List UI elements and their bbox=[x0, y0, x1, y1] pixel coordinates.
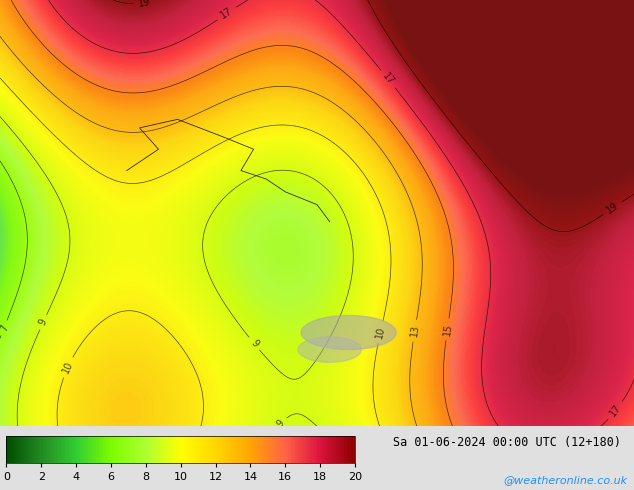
Ellipse shape bbox=[298, 337, 361, 363]
Text: Temperature 2m Spread mean+σ [°C] ECMWF: Temperature 2m Spread mean+σ [°C] ECMWF bbox=[6, 436, 284, 449]
Text: 17: 17 bbox=[219, 6, 235, 21]
Ellipse shape bbox=[301, 316, 396, 349]
Text: @weatheronline.co.uk: @weatheronline.co.uk bbox=[503, 475, 628, 485]
Text: 9: 9 bbox=[37, 318, 49, 327]
Text: Sa 01-06-2024 00:00 UTC (12+180): Sa 01-06-2024 00:00 UTC (12+180) bbox=[393, 436, 621, 449]
Text: 10: 10 bbox=[61, 360, 75, 375]
Text: 15: 15 bbox=[441, 322, 453, 336]
Text: 19: 19 bbox=[605, 200, 621, 216]
Text: 7: 7 bbox=[0, 323, 10, 333]
Text: 9: 9 bbox=[249, 338, 260, 349]
Text: 19: 19 bbox=[137, 0, 151, 8]
Text: 17: 17 bbox=[380, 71, 396, 87]
Text: 10: 10 bbox=[375, 325, 387, 339]
Text: 13: 13 bbox=[409, 324, 421, 338]
Text: 9: 9 bbox=[275, 418, 287, 429]
Text: 17: 17 bbox=[608, 403, 623, 418]
